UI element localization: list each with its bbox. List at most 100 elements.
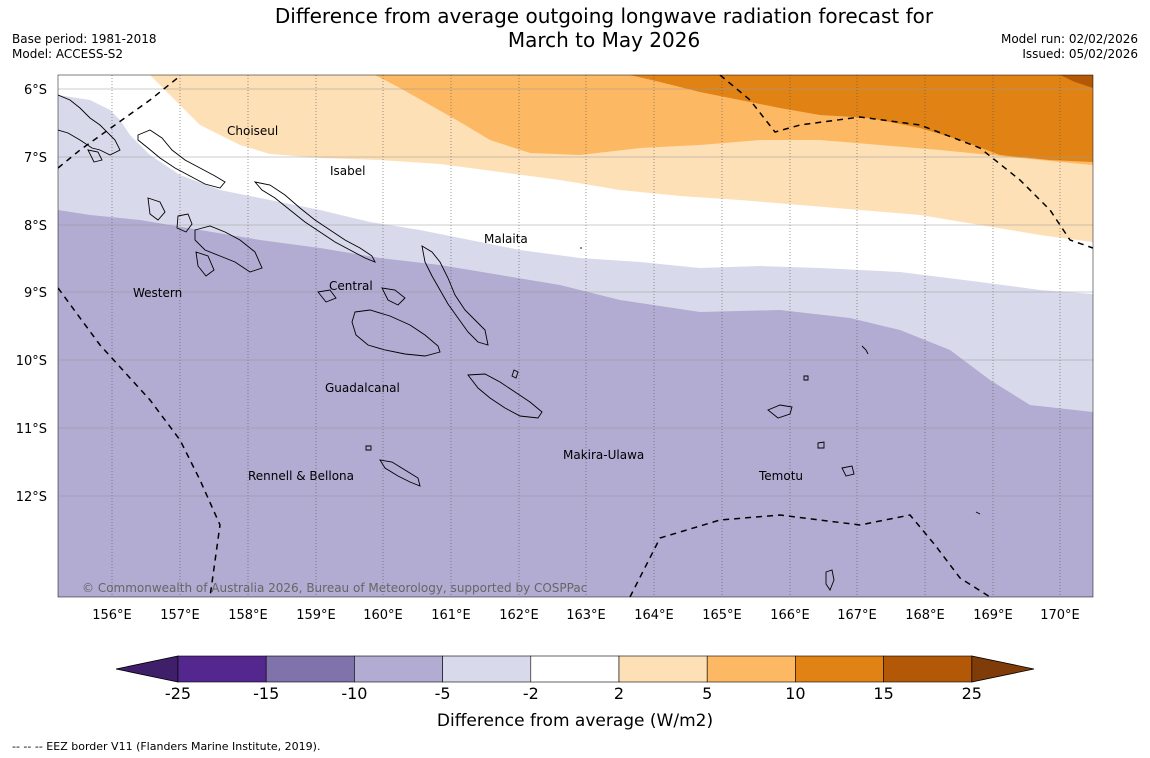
province-labels: Choiseul Isabel Malaita Western Central … <box>133 124 803 483</box>
island-new-georgia <box>194 225 263 273</box>
lat-label: 12°S <box>16 490 47 505</box>
meta-right: Model run: 02/02/2026 Issued: 05/02/2026 <box>1001 32 1138 62</box>
latitude-labels: 6°S 7°S 8°S 9°S 10°S 11°S 12°S <box>16 83 47 505</box>
island-russell <box>381 287 406 306</box>
chart-title: Difference from average outgoing longwav… <box>200 4 1008 52</box>
lon-label: 159°E <box>296 608 336 623</box>
island-rendova <box>195 251 215 277</box>
province-label-makira-ulawa: Makira-Ulawa <box>563 448 644 462</box>
province-label-isabel: Isabel <box>330 164 365 178</box>
colorbar-tick-label: -10 <box>341 684 367 703</box>
colorbar-segment <box>618 655 708 683</box>
lon-label: 166°E <box>770 608 810 623</box>
lat-label: 11°S <box>16 422 47 437</box>
province-label-choiseul: Choiseul <box>227 124 278 138</box>
island-shortland <box>87 149 103 163</box>
province-label-central: Central <box>329 279 373 293</box>
meta-left: Base period: 1981-2018 Model: ACCESS-S2 <box>12 32 157 62</box>
band-15-25 <box>1060 75 1093 88</box>
lon-label: 169°E <box>973 608 1013 623</box>
lat-label: 10°S <box>16 354 47 369</box>
lat-label: 9°S <box>24 286 47 301</box>
model-run: Model run: 02/02/2026 <box>1000 32 1138 46</box>
colorbar-label: Difference from average (W/m2) <box>437 711 713 731</box>
copyright-text: © Commonwealth of Australia 2026, Bureau… <box>82 581 587 595</box>
province-label-malaita: Malaita <box>484 232 528 246</box>
colorbar-extend-high <box>971 655 1035 683</box>
lon-label: 163°E <box>566 608 606 623</box>
island-santa-ana <box>511 369 519 379</box>
island-vanikoro <box>841 465 855 477</box>
base-period: Base period: 1981-2018 <box>12 32 157 46</box>
province-label-temotu: Temotu <box>758 469 803 483</box>
island-santa-cruz <box>767 404 793 419</box>
band-minus10-minus5-lower <box>58 232 1093 597</box>
lon-label: 157°E <box>160 608 200 623</box>
colorbar-tick-label: 15 <box>873 684 893 703</box>
province-label-rennell-bellona: Rennell & Bellona <box>248 469 354 483</box>
province-label-western: Western <box>133 286 182 300</box>
colorbar-segment <box>706 655 796 683</box>
lon-label: 170°E <box>1040 608 1080 623</box>
lon-label: 158°E <box>228 608 268 623</box>
island-choiseul <box>137 129 226 189</box>
colorbar: -25 -15 -10 -5 -2 2 5 10 15 25 <box>115 655 1035 703</box>
eez-borders <box>58 75 1093 597</box>
colorbar-tick-label: 5 <box>702 684 712 703</box>
colorbar-tick-label: -5 <box>435 684 451 703</box>
island-vella <box>147 197 166 221</box>
lon-label: 164°E <box>634 608 674 623</box>
island-isabel <box>253 181 376 263</box>
colorbar-tick-label: 2 <box>614 684 624 703</box>
island-rennell <box>379 459 421 487</box>
lat-label: 7°S <box>24 151 47 166</box>
lon-label: 160°E <box>363 608 403 623</box>
island-tikopia <box>825 569 835 591</box>
colorbar-segment <box>795 655 884 683</box>
islands <box>58 94 981 591</box>
island-nggela <box>317 289 337 303</box>
lon-label: 161°E <box>431 608 471 623</box>
island-utupua <box>817 441 825 449</box>
colorbar-segment <box>265 655 355 683</box>
island-kolombangara <box>176 213 193 233</box>
eez-legend-note: -- -- -- EEZ border V11 (Flanders Marine… <box>12 740 321 753</box>
title-line-1: Difference from average outgoing longwav… <box>274 4 934 28</box>
colorbar-tick-label: -25 <box>165 684 191 703</box>
lon-label: 167°E <box>837 608 877 623</box>
colorbar-segment <box>354 655 443 683</box>
colorbar-tick-label: -2 <box>523 684 539 703</box>
island-sikaiana <box>861 345 869 355</box>
lat-label: 8°S <box>24 219 47 234</box>
colorbar-tick-label: -15 <box>253 684 279 703</box>
eez-border-northwest <box>58 75 181 169</box>
island-makira <box>467 373 543 419</box>
province-label-guadalcanal: Guadalcanal <box>325 381 400 395</box>
colorbar-segment <box>177 655 267 683</box>
island-bougainville <box>58 94 121 156</box>
lon-label: 156°E <box>92 608 132 623</box>
issued-date: Issued: 05/02/2026 <box>1022 47 1138 61</box>
colorbar-tick-label: 10 <box>785 684 805 703</box>
map-frame <box>57 74 1094 598</box>
lon-label: 162°E <box>499 608 539 623</box>
lon-label: 165°E <box>702 608 742 623</box>
eez-border-southwest <box>58 287 221 597</box>
island-malaita <box>421 245 489 346</box>
colorbar-segment <box>442 655 532 683</box>
colorbar-tick-label: 25 <box>962 684 982 703</box>
colorbar-extend-low <box>115 655 179 683</box>
longitude-labels: 156°E 157°E 158°E 159°E 160°E 161°E 162°… <box>92 608 1080 623</box>
lat-label: 6°S <box>24 83 47 98</box>
eez-border-northeast <box>719 75 1093 249</box>
title-line-2: March to May 2026 <box>507 28 701 52</box>
grid-lines <box>58 75 1093 597</box>
map-plot-area: © Commonwealth of Australia 2026, Bureau… <box>58 75 1093 597</box>
island-bellona <box>365 445 372 451</box>
island-guadalcanal <box>351 309 441 357</box>
lon-label: 168°E <box>905 608 945 623</box>
island-anuta <box>975 511 981 515</box>
colorbar-segment <box>530 655 620 683</box>
colorbar-segment <box>883 655 973 683</box>
